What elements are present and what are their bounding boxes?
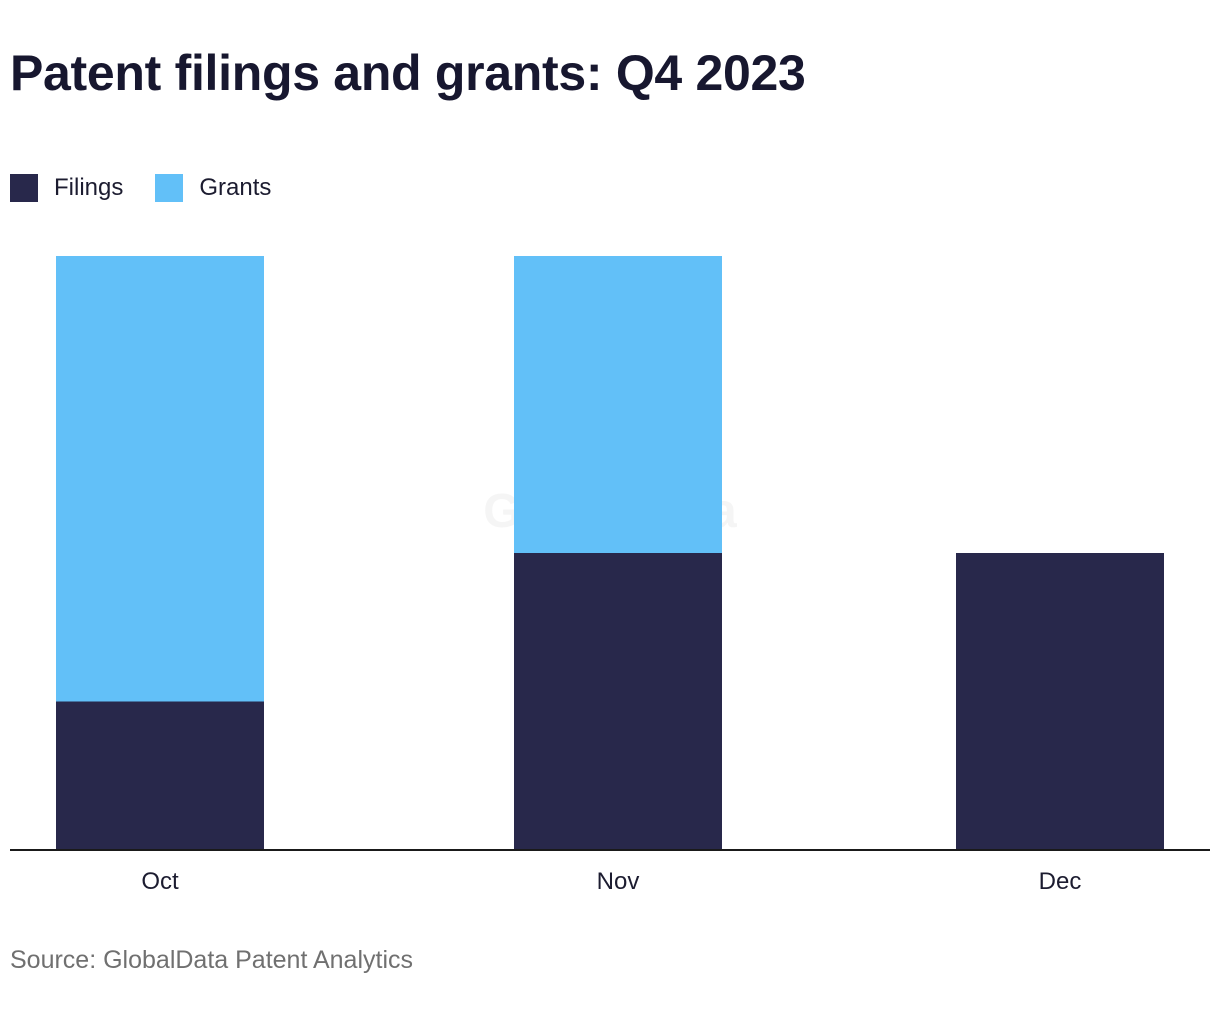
source-note: Source: GlobalData Patent Analytics xyxy=(10,946,414,974)
chart-title: Patent filings and grants: Q4 2023 xyxy=(10,45,806,101)
bar-filings-dec xyxy=(956,553,1164,850)
bar-grants-nov xyxy=(514,256,722,553)
x-tick-label-nov: Nov xyxy=(597,868,640,895)
legend-swatch-grants xyxy=(155,174,184,202)
x-tick-label-oct: Oct xyxy=(141,868,179,895)
bar-filings-nov xyxy=(514,553,722,850)
legend-item-grants: Grants xyxy=(155,174,271,202)
bar-filings-oct xyxy=(56,701,264,850)
legend-label-grants: Grants xyxy=(199,174,272,201)
x-tick-label-dec: Dec xyxy=(1039,868,1082,895)
legend-swatch-filings xyxy=(10,174,38,202)
legend-label-filings: Filings xyxy=(54,174,124,201)
legend-item-filings: Filings xyxy=(10,174,123,202)
legend: Filings Grants xyxy=(10,174,303,202)
bar-grants-oct xyxy=(56,256,264,702)
